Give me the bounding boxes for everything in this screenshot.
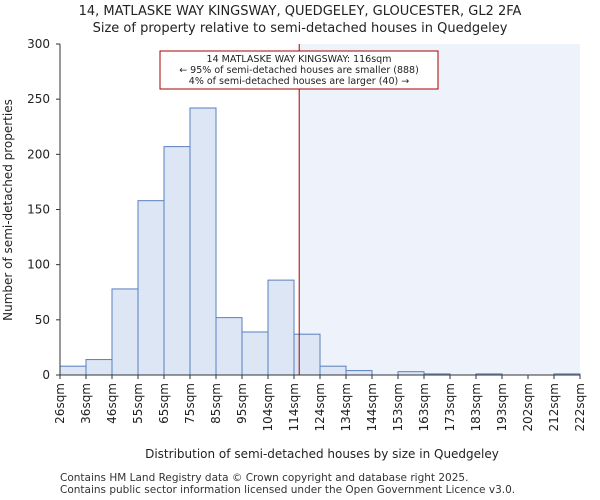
x-tick-label: 36sqm <box>79 383 93 424</box>
x-tick-label: 55sqm <box>131 383 145 424</box>
annotation-box <box>159 50 439 90</box>
footer-line-2: Contains public sector information licen… <box>60 484 516 496</box>
x-tick-label: 65sqm <box>157 383 171 424</box>
footer-line-1: Contains HM Land Registry data © Crown c… <box>60 472 469 484</box>
x-tick-label: 212sqm <box>547 383 561 431</box>
histogram-bar <box>215 317 243 376</box>
x-tick-label: 183sqm <box>469 383 483 431</box>
chart-title: 14, MATLASKE WAY KINGSWAY, QUEDGELEY, GL… <box>78 4 522 19</box>
y-tick-label: 250 <box>27 92 50 106</box>
chart-subtitle: Size of property relative to semi-detach… <box>92 21 508 36</box>
histogram-bar <box>59 365 87 376</box>
x-tick-label: 95sqm <box>235 383 249 424</box>
histogram-bar <box>267 279 295 376</box>
histogram-bar <box>163 146 191 376</box>
x-tick-label: 193sqm <box>495 383 509 431</box>
y-axis-label: Number of semi-detached properties <box>1 99 15 321</box>
y-tick-label: 100 <box>27 258 50 272</box>
annotation-line: 4% of semi-detached houses are larger (4… <box>189 76 409 87</box>
y-tick-label: 0 <box>42 368 50 382</box>
histogram-bar <box>137 200 165 376</box>
histogram-bar <box>85 359 113 376</box>
annotation-line: ← 95% of semi-detached houses are smalle… <box>179 65 419 76</box>
histogram-bar <box>345 370 373 376</box>
x-tick-label: 222sqm <box>573 383 587 431</box>
y-tick-label: 150 <box>27 203 50 217</box>
x-tick-label: 46sqm <box>105 383 119 424</box>
x-tick-label: 163sqm <box>417 383 431 431</box>
larger-region-shade <box>299 44 580 375</box>
histogram-bar <box>293 333 321 376</box>
y-tick-label: 50 <box>35 313 50 327</box>
x-tick-label: 134sqm <box>339 383 353 431</box>
x-tick-label: 202sqm <box>521 383 535 431</box>
histogram-bar <box>241 331 269 376</box>
x-tick-label: 85sqm <box>209 383 223 424</box>
histogram-bar <box>319 365 347 376</box>
x-tick-label: 104sqm <box>261 383 275 431</box>
x-tick-label: 144sqm <box>365 383 379 431</box>
x-tick-label: 26sqm <box>53 383 67 424</box>
x-tick-label: 114sqm <box>287 383 301 431</box>
y-tick-label: 200 <box>27 147 50 161</box>
x-tick-label: 75sqm <box>183 383 197 424</box>
x-tick-label: 124sqm <box>313 383 327 431</box>
y-tick-label: 300 <box>27 37 50 51</box>
annotation-line: 14 MATLASKE WAY KINGSWAY: 116sqm <box>207 54 392 65</box>
x-tick-label: 153sqm <box>391 383 405 431</box>
x-tick-label: 173sqm <box>443 383 457 431</box>
histogram-bar <box>111 288 139 376</box>
histogram-bar <box>189 107 217 376</box>
x-axis-label: Distribution of semi-detached houses by … <box>145 447 499 461</box>
